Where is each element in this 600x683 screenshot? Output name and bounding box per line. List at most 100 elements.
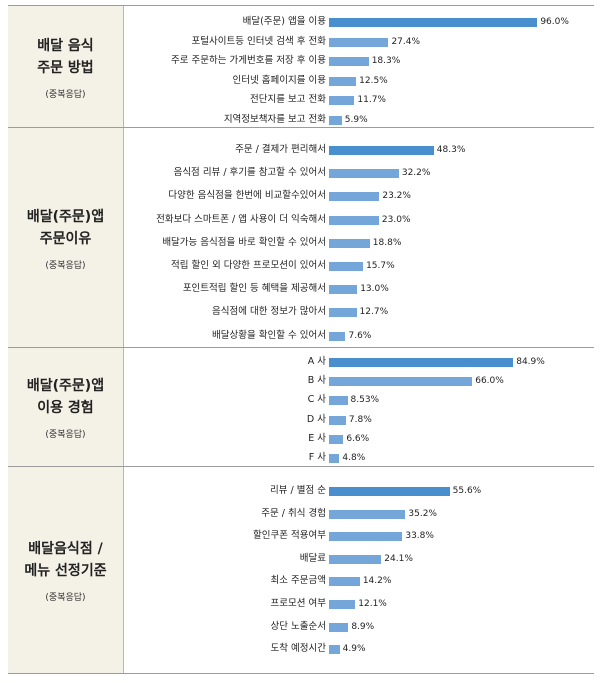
value-label: 96.0% (540, 17, 569, 27)
bar-row: 지역정보책자를 보고 전화 5.9% (8, 112, 594, 128)
panel-subtitle: (중복응답) (45, 260, 86, 271)
category-label: B 사 (307, 375, 326, 387)
bar-row: 도착 예정시간 4.9% (8, 641, 594, 657)
bar-row: 포털사이트등 인터넷 검색 후 전화 27.4% (8, 34, 594, 50)
bar (329, 285, 358, 295)
bar (329, 434, 344, 444)
value-label: 14.2% (362, 576, 392, 587)
bar (329, 377, 473, 387)
category-label: E 사 (308, 432, 326, 444)
panel-label-cell: 배달 음식 주문 방법 (중복응답) (8, 6, 124, 128)
bar-row: 주문 / 취식 경험 35.2% (8, 506, 594, 522)
category-label: F 사 (308, 452, 326, 463)
bar-row: 배달료 24.1% (8, 551, 594, 567)
bar-row: 리뷰 / 별점 순 55.6% (8, 483, 594, 499)
bar (329, 415, 346, 425)
panel-label-cell: 배달(주문)앱 주문이유 (중복응답) (8, 128, 124, 348)
panel-title: 배달(주문)앱 주문이유 (26, 208, 105, 247)
bar (329, 554, 382, 564)
bar (329, 37, 389, 47)
bar (329, 454, 340, 463)
category-label: 포인트적립 할인 등 혜택을 제공해서 (182, 283, 326, 295)
category-label: 배달상황을 확인할 수 있어서 (212, 329, 326, 341)
category-label: 주로 주문하는 가게번호를 저장 후 이용 (171, 55, 326, 67)
category-label: 프로모션 여부 (270, 598, 326, 609)
category-label: 음식점 리뷰 / 후기를 참고할 수 있어서 (173, 167, 326, 179)
category-label: D 사 (306, 413, 326, 425)
bar-row: 할인쿠폰 적용여부 33.8% (8, 528, 594, 544)
bar-row: 음식점 리뷰 / 후기를 참고할 수 있어서 32.2% (8, 165, 594, 181)
value-label: 23.0% (381, 214, 411, 225)
category-label: 전단지를 보고 전화 (250, 94, 326, 106)
category-label: 다양한 음식점을 한번에 비교할수있어서 (168, 190, 326, 202)
value-label: 18.8% (372, 237, 402, 248)
bar-row: 인터넷 홈페이지를 이용 12.5% (8, 73, 594, 89)
bar (329, 600, 356, 609)
bar-row: 주문 / 결제가 편리해서 48.3% (8, 142, 594, 158)
value-label: 5.9% (344, 115, 368, 125)
value-label: 8.9% (351, 621, 375, 632)
bar (329, 487, 450, 496)
bar-row: 주로 주문하는 가게번호를 저장 후 이용 18.3% (8, 53, 594, 69)
value-label: 12.1% (358, 599, 387, 609)
bar (329, 645, 340, 655)
category-label: 적립 할인 외 다양한 프로모션이 있어서 (171, 260, 326, 271)
bar (329, 622, 349, 632)
category-label: 포털사이트등 인터넷 검색 후 전화 (191, 35, 326, 47)
bar (329, 146, 434, 155)
bar-row: F 사 4.8% (8, 450, 594, 466)
bar-row: A 사 84.9% (8, 354, 594, 370)
panel-subtitle: (중복응답) (45, 430, 86, 440)
bar (329, 331, 346, 341)
bar-row: 포인트적립 할인 등 혜택을 제공해서 13.0% (8, 281, 594, 297)
bar (329, 577, 360, 587)
bar-row: 전화보다 스마트폰 / 앱 사용이 더 익숙해서 23.0% (8, 212, 594, 228)
bar-row: C 사 8.53% (8, 392, 594, 408)
panel-label-cell: 배달음식점 / 메뉴 선정기준 (중복응답) (8, 467, 124, 673)
bar-row: 최소 주문금액 14.2% (8, 573, 594, 589)
category-label: 전화보다 스마트폰 / 앱 사용이 더 익숙해서 (156, 213, 326, 225)
bar-row: 다양한 음식점을 한번에 비교할수있어서 23.2% (8, 188, 594, 204)
value-label: 23.2% (382, 191, 411, 202)
chart-panel: 배달(주문)앱 주문이유 (중복응답) 주문 / 결제가 편리해서 48.3% 음식점 … (8, 127, 594, 348)
bar (329, 192, 380, 202)
value-label: 13.0% (360, 284, 389, 295)
category-label: 주문 / 취식 경험 (261, 507, 326, 519)
category-label: C 사 (307, 394, 326, 406)
value-label: 33.8% (405, 531, 434, 542)
category-label: 음식점에 대한 정보가 많아서 (212, 306, 326, 318)
bar (329, 18, 538, 27)
value-label: 35.2% (408, 508, 437, 519)
category-label: 지역정보책자를 보고 전화 (223, 114, 326, 125)
panel-subtitle: (중복응답) (45, 89, 86, 100)
bar (329, 396, 348, 406)
chart-panel: 배달 음식 주문 방법 (중복응답) 배달(주문) 앱을 이용 96.0% 포털사이트등… (8, 5, 594, 128)
category-label: 배달(주문) 앱을 이용 (242, 16, 326, 27)
category-label: 할인쿠폰 적용여부 (253, 530, 326, 542)
bar (329, 215, 379, 225)
bar (329, 96, 355, 106)
bar (329, 116, 342, 125)
category-label: 배달료 (299, 552, 326, 564)
bar-row: D 사 7.8% (8, 412, 594, 428)
value-label: 27.4% (391, 36, 421, 47)
bar-row: E 사 6.6% (8, 431, 594, 447)
value-label: 7.6% (348, 330, 372, 341)
chart-panel: 배달(주문)앱 이용 경험 (중복응답) A 사 84.9% B 사 66.0% C 사 8.… (8, 347, 594, 467)
category-label: 상단 노출순서 (270, 620, 326, 632)
bar-row: 프로모션 여부 12.1% (8, 596, 594, 612)
bar (329, 358, 514, 367)
category-label: 주문 / 결제가 편리해서 (235, 144, 326, 155)
bar-row: 배달(주문) 앱을 이용 96.0% (8, 14, 594, 30)
bar-row: 전단지를 보고 전화 11.7% (8, 92, 594, 108)
bar (329, 76, 357, 86)
bar-row: 적립 할인 외 다양한 프로모션이 있어서 15.7% (8, 258, 594, 274)
value-label: 4.9% (342, 644, 366, 655)
category-label: 리뷰 / 별점 순 (270, 485, 326, 496)
value-label: 66.0% (475, 376, 504, 387)
bar (329, 262, 364, 271)
value-label: 11.7% (357, 95, 386, 106)
value-label: 12.5% (359, 75, 388, 86)
bar-row: 배달상황을 확인할 수 있어서 7.6% (8, 328, 594, 344)
value-label: 6.6% (346, 433, 370, 444)
